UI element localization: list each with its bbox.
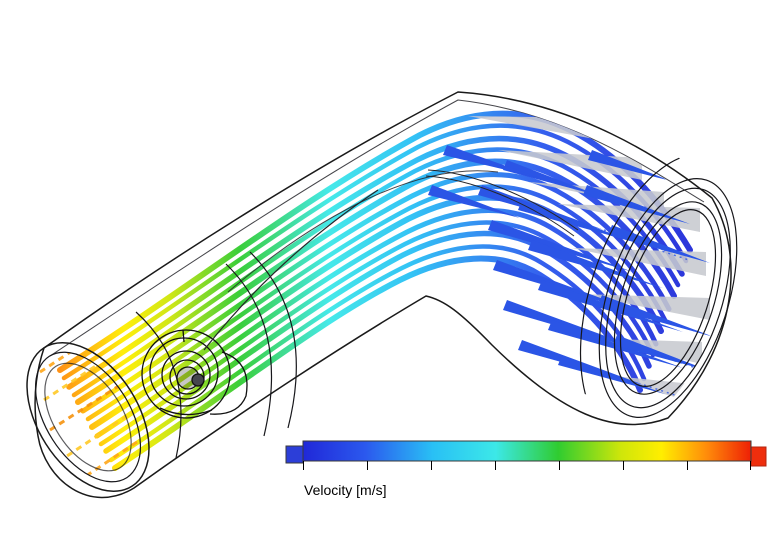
geometry-edge-lines bbox=[203, 169, 579, 351]
clamp-ring bbox=[225, 263, 273, 437]
arrow-dart bbox=[558, 355, 665, 394]
streamline bbox=[98, 220, 656, 447]
streamline bbox=[103, 230, 652, 454]
boss-center-plug bbox=[191, 373, 205, 387]
outlet-face bbox=[26, 342, 150, 492]
arrow-dart bbox=[583, 185, 690, 224]
bell-ring bbox=[613, 201, 723, 395]
legend-min-cap bbox=[285, 445, 304, 464]
bell-ring-outer bbox=[598, 178, 738, 418]
streamline-end-dashes bbox=[49, 378, 129, 432]
arrow-dart bbox=[503, 160, 600, 196]
arrow-dart bbox=[613, 335, 710, 371]
streamline-end-dashes bbox=[43, 348, 121, 402]
legend-label: Velocity [m/s] bbox=[304, 482, 386, 498]
bell-ring bbox=[605, 187, 731, 409]
outlet-end bbox=[26, 333, 150, 492]
streamline-end-dashes bbox=[57, 408, 137, 464]
arrow-trail bbox=[646, 314, 696, 332]
outlet-rim-ring bbox=[34, 351, 142, 483]
hose-clamp-rings bbox=[135, 251, 297, 459]
legend-ticks bbox=[303, 461, 751, 470]
arrow-dart bbox=[428, 185, 520, 218]
arrow-dart bbox=[608, 225, 710, 263]
arrow-dart bbox=[443, 145, 540, 178]
legend-max-cap bbox=[750, 446, 767, 467]
edge-line bbox=[227, 170, 499, 293]
edge-line bbox=[425, 175, 575, 237]
legend-colorbar[interactable] bbox=[302, 440, 752, 462]
clamp-ring bbox=[249, 251, 297, 429]
edge-line bbox=[427, 169, 579, 231]
arrow-trail bbox=[656, 354, 700, 370]
clamp-ring bbox=[135, 311, 182, 459]
inlet-opening-edge bbox=[619, 209, 717, 387]
gap-wedge bbox=[558, 204, 700, 232]
arrow-trail bbox=[599, 195, 651, 213]
pipe-shell bbox=[34, 91, 732, 499]
sensor-boss bbox=[141, 329, 248, 419]
pipe-shell-body bbox=[34, 91, 732, 499]
streamline bbox=[61, 123, 689, 381]
pipe-inner-wall-edge bbox=[49, 99, 705, 357]
boss-ring bbox=[141, 329, 231, 419]
edge-line bbox=[203, 189, 379, 351]
streamline bbox=[108, 244, 647, 463]
arrow-dart bbox=[598, 295, 714, 337]
velocity-legend[interactable]: Velocity [m/s] bbox=[285, 440, 767, 498]
boss-lobe bbox=[209, 351, 248, 415]
arrow-trail bbox=[643, 384, 685, 399]
arrow-dart bbox=[588, 150, 671, 181]
streamline bbox=[112, 255, 643, 471]
arrow-dart bbox=[528, 240, 663, 288]
boss-ring bbox=[161, 350, 211, 400]
boss-spoke bbox=[182, 329, 185, 343]
arrow-trail bbox=[633, 241, 690, 261]
boss-base-arc bbox=[159, 407, 213, 416]
outlet-rim-ring bbox=[44, 362, 132, 472]
arrow-dart bbox=[488, 220, 633, 272]
boss-ring bbox=[169, 359, 205, 395]
